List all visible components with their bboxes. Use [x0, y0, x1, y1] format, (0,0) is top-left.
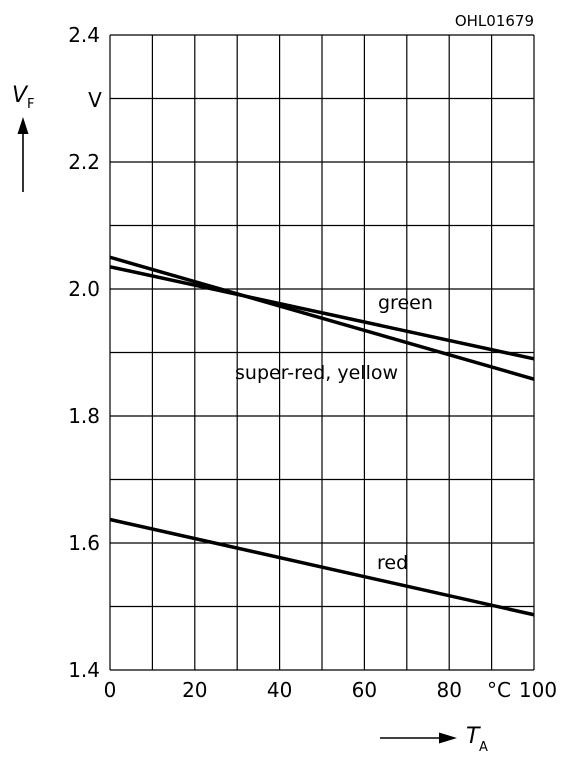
x-tick-label: 20 [182, 678, 207, 702]
x-tick-label: 100 [519, 678, 557, 702]
series-label-super-red-yellow: super-red, yellow [235, 362, 398, 384]
y-tick-label: 1.8 [68, 404, 100, 428]
series-lines [109, 255, 535, 617]
y-axis-symbol: V [12, 83, 29, 108]
series-label-red: red [377, 552, 408, 574]
y-tick-label: 2.2 [68, 150, 100, 174]
x-axis-subscript: A [479, 740, 488, 755]
y-tick-label: 2.4 [68, 23, 100, 47]
tick-labels: 1.4 1.6 1.8 2.0 2.2 2.4 0 20 40 60 80 100 [68, 23, 557, 702]
x-axis-symbol: T [466, 724, 481, 749]
x-axis-unit: °C [487, 678, 511, 702]
x-tick-label: 60 [352, 678, 377, 702]
x-tick-label: 80 [436, 678, 461, 702]
y-axis-arrow-icon [17, 117, 29, 192]
y-axis-unit: V [88, 88, 102, 112]
series-line-super-red-yellow [109, 255, 535, 381]
y-tick-label: 1.4 [68, 658, 100, 682]
x-tick-label: 0 [104, 678, 117, 702]
series-line-red [109, 517, 535, 617]
figure-id: OHL01679 [455, 12, 534, 30]
y-axis-subscript: F [27, 97, 34, 112]
y-tick-label: 1.6 [68, 531, 100, 555]
series-label-green: green [378, 292, 433, 314]
y-tick-label: 2.0 [68, 277, 100, 301]
x-tick-label: 40 [267, 678, 292, 702]
grid [109, 34, 535, 671]
x-axis-arrow-icon [380, 732, 457, 744]
series-line-green [109, 265, 535, 361]
